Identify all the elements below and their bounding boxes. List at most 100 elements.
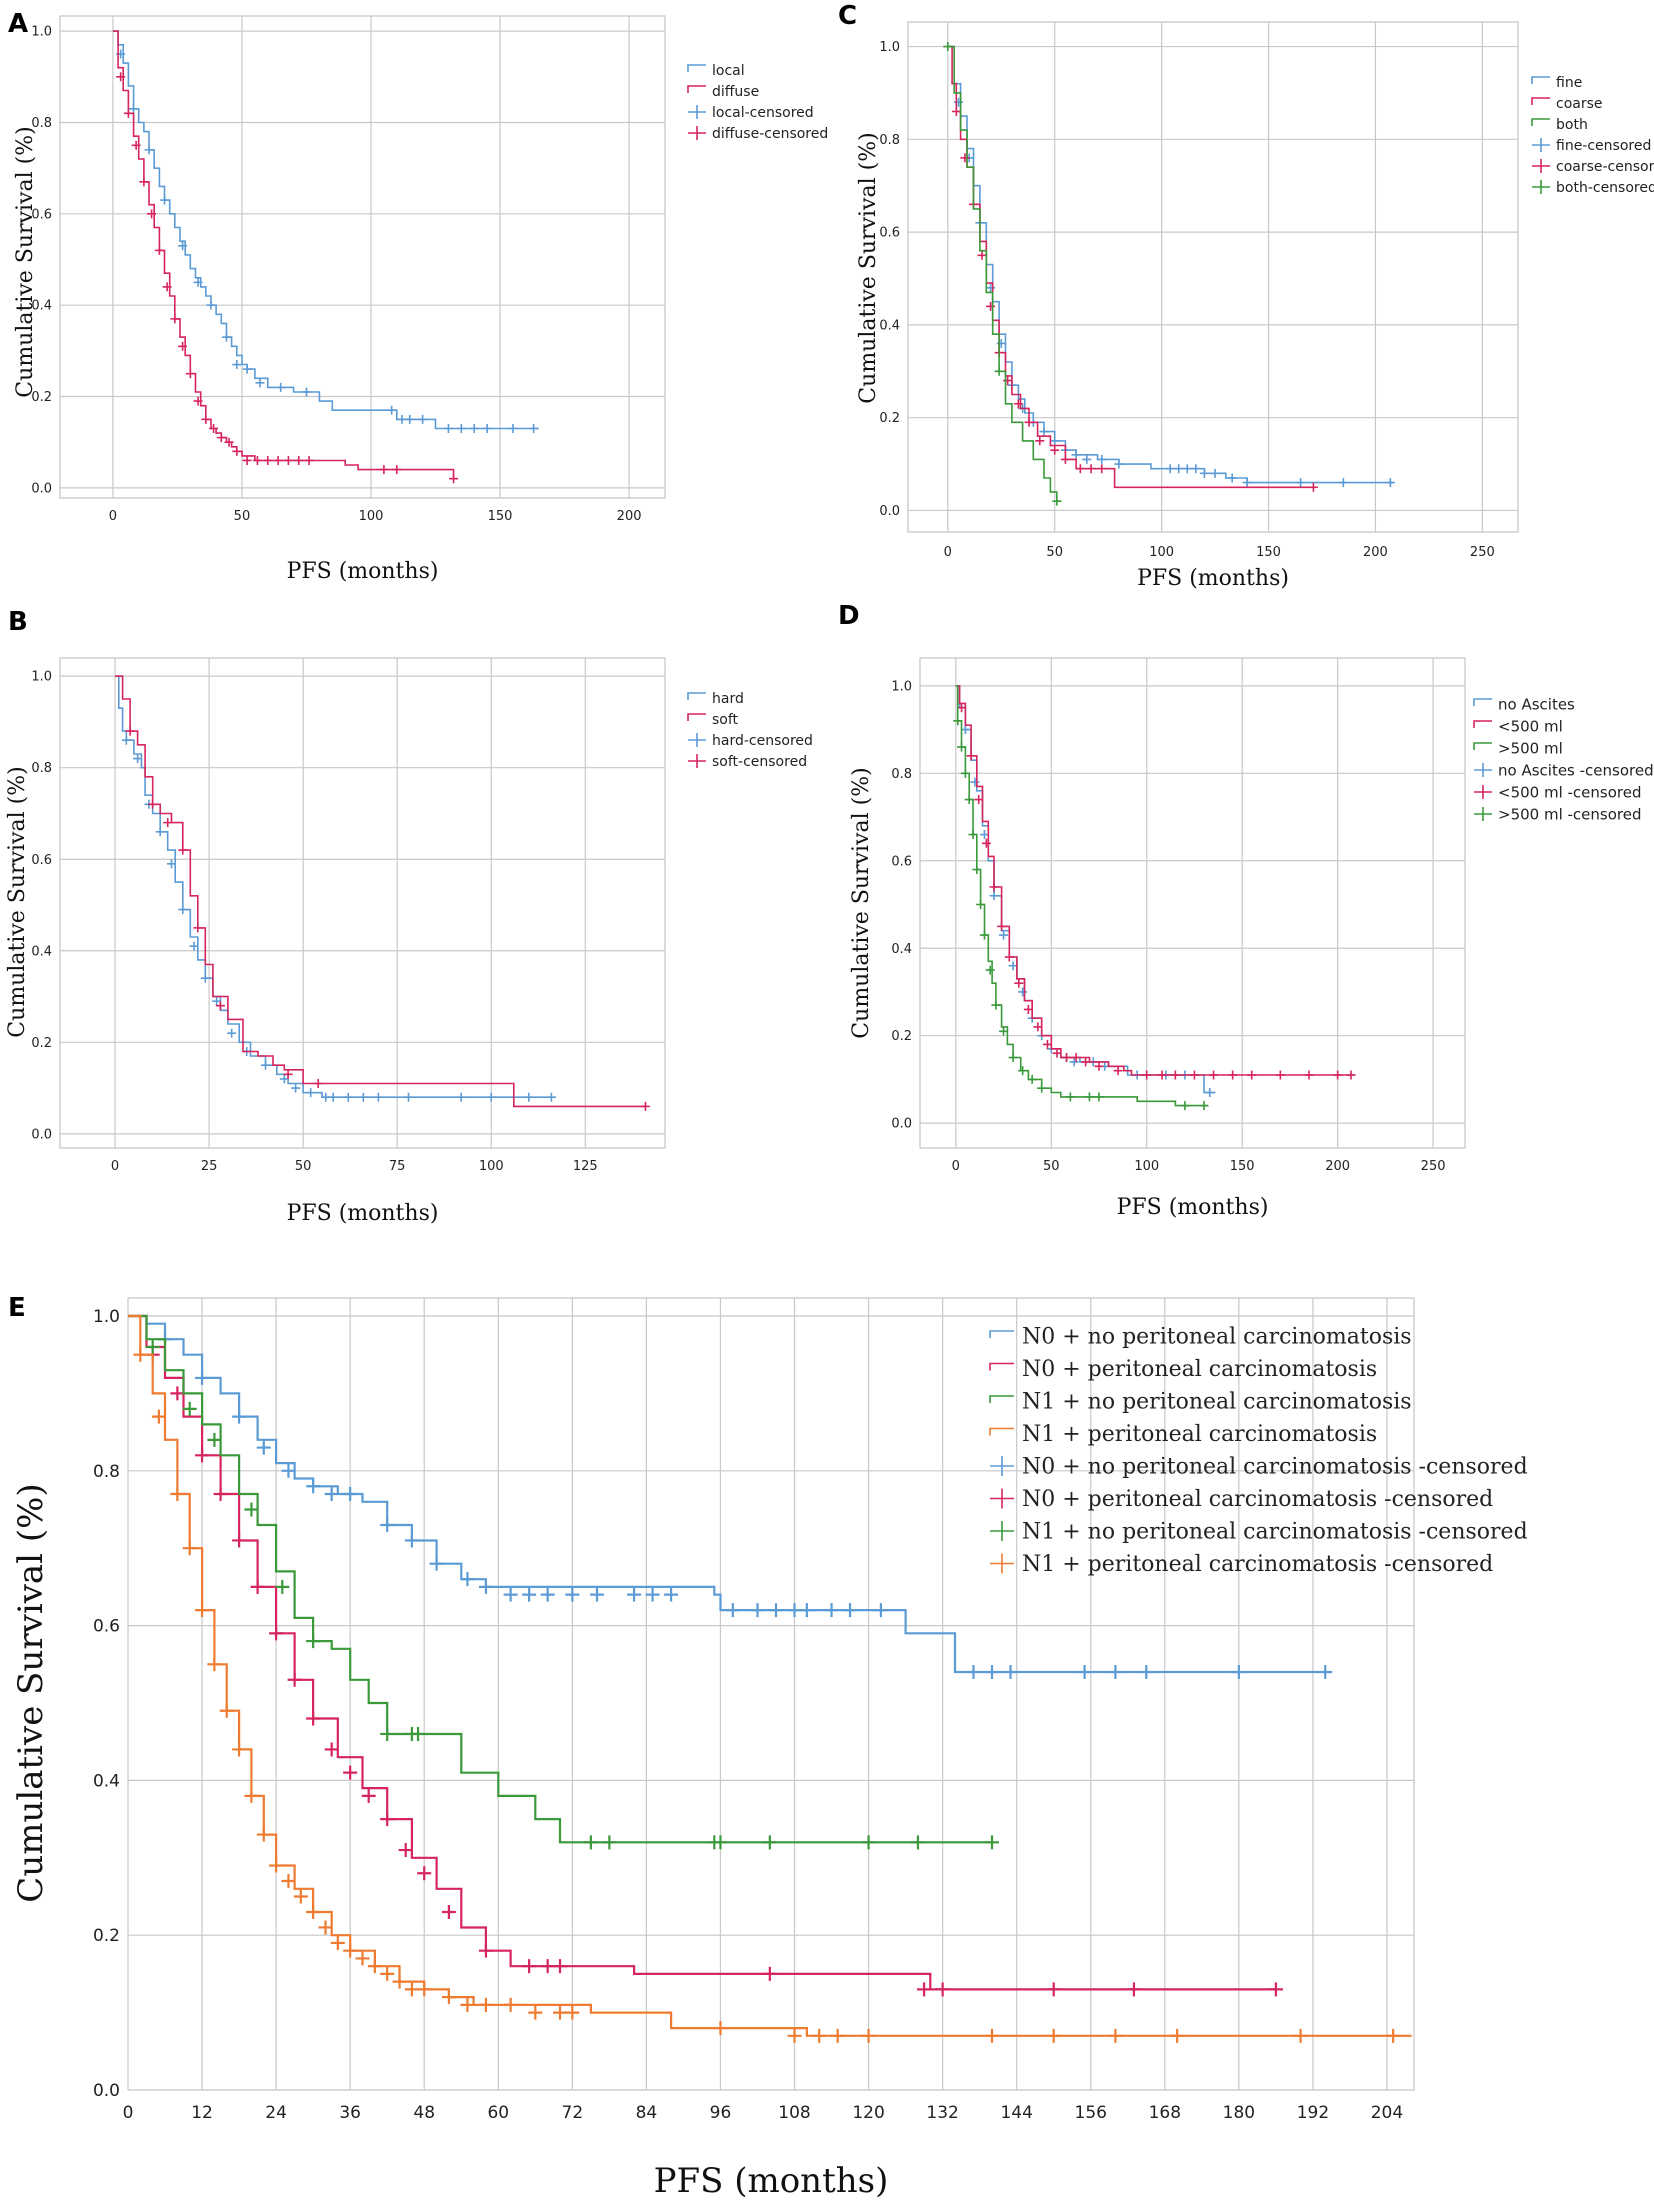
censor-mark [306, 1634, 321, 1649]
censor-mark [994, 366, 1004, 376]
censor-mark [977, 250, 987, 260]
censor-mark [252, 455, 262, 465]
censor-mark [529, 423, 539, 433]
censor-mark [201, 414, 211, 424]
legend-censor-symbol [688, 126, 706, 140]
censor-mark [1126, 1982, 1141, 1997]
censor-mark [121, 735, 131, 745]
x-tick-label: 180 [1223, 2103, 1255, 2123]
plot-frame [127, 1297, 1415, 2091]
censor-mark [324, 1742, 339, 1757]
censor-mark [478, 1997, 493, 2012]
legend-censor-symbol [688, 105, 706, 119]
censor-mark [162, 282, 172, 292]
legend-censor-symbol [990, 1488, 1014, 1509]
censor-mark [1139, 1665, 1154, 1680]
censor-mark [182, 1541, 197, 1556]
y-tick-label: 0.6 [891, 854, 912, 869]
censor-mark [769, 1603, 783, 1618]
censor-mark [123, 108, 133, 118]
censor-mark [232, 1533, 247, 1548]
x-tick-label: 72 [562, 2103, 584, 2123]
y-tick-label: 0.6 [31, 207, 52, 222]
panel-label: C [838, 1, 857, 31]
x-tick-label: 120 [852, 2103, 884, 2123]
censor-mark [966, 751, 976, 761]
x-tick-label: 50 [1043, 1159, 1060, 1174]
censor-mark [602, 1835, 617, 1850]
censor-mark [583, 1835, 598, 1850]
y-axis-label: Cumulative Survival (%) [856, 132, 881, 403]
censor-mark [1385, 478, 1395, 488]
censor-mark [392, 465, 402, 475]
censor-mark [1338, 478, 1348, 488]
censor-mark [1333, 1070, 1343, 1080]
legend-item-label: <500 ml -censored [1498, 783, 1642, 801]
censor-mark [824, 1603, 839, 1618]
censor-mark [787, 1603, 802, 1618]
censor-mark [227, 1028, 237, 1038]
censor-mark [1033, 1022, 1043, 1032]
legend-item-label: no Ascites -censored [1498, 761, 1654, 779]
censor-mark [1039, 427, 1049, 437]
censor-mark [1084, 1092, 1094, 1102]
x-tick-label: 24 [265, 2103, 287, 2123]
censor-mark [411, 1726, 426, 1741]
censor-mark [343, 1092, 353, 1102]
censor-mark [1081, 1057, 1091, 1067]
censor-mark [283, 455, 293, 465]
legend-step-symbol [989, 1362, 1014, 1371]
y-axis-label: Cumulative Survival (%) [849, 767, 874, 1038]
x-axis-label: PFS (months) [287, 1201, 439, 1226]
censor-mark [1191, 464, 1201, 474]
legend-censor-symbol [990, 1456, 1014, 1476]
legend-item-label: N1 + peritoneal carcinomatosis [1022, 1422, 1377, 1447]
panel-c: C 0 50 100 150 200 250 0.0 0.2 0.4 0.6 0.8 1.0 PFS (m… [838, 1, 1654, 591]
censor-mark [255, 378, 265, 388]
censor-mark [812, 2028, 827, 2043]
censor-mark [985, 2028, 999, 2043]
censor-mark [456, 423, 466, 433]
x-tick-label: 125 [573, 1159, 598, 1174]
legend-step-symbol [989, 1395, 1014, 1403]
censor-mark [725, 1603, 740, 1618]
censor-mark [762, 1835, 777, 1850]
censor-mark [478, 1943, 493, 1958]
censor-mark [960, 153, 970, 163]
censor-mark [964, 795, 974, 805]
censor-mark [1013, 399, 1023, 409]
censor-mark [178, 845, 188, 855]
censor-mark [974, 795, 984, 805]
censor-mark [553, 2005, 567, 2020]
censor-mark [178, 341, 188, 351]
y-tick-label: 0.4 [879, 318, 900, 333]
censor-mark [293, 1889, 308, 1904]
censor-mark [361, 1788, 376, 1803]
legend-step-symbol [687, 713, 706, 721]
censor-mark [1065, 1092, 1075, 1102]
censor-mark [287, 1672, 302, 1687]
censor-mark [830, 2028, 845, 2043]
censor-mark [189, 941, 199, 951]
x-tick-label: 60 [487, 2103, 509, 2123]
legend-censor-symbol [1532, 138, 1550, 152]
legend-item-label: local [712, 63, 745, 79]
censor-mark [242, 455, 252, 465]
censor-mark [1069, 1057, 1079, 1067]
legend-step-symbol [1531, 118, 1550, 126]
censor-mark [540, 1959, 555, 1974]
censor-mark [1170, 2028, 1185, 2043]
censor-mark [999, 930, 1009, 940]
censor-mark [469, 423, 479, 433]
censor-mark [979, 930, 989, 940]
series-0 [112, 30, 539, 433]
x-tick-label: 96 [710, 2103, 732, 2123]
censor-mark [328, 1092, 338, 1102]
censor-mark [1199, 468, 1209, 478]
y-tick-label: 0.8 [891, 767, 912, 782]
censor-mark [166, 859, 176, 869]
y-tick-label: 0.0 [891, 1117, 912, 1132]
y-tick-label: 1.0 [93, 1307, 120, 1327]
y-tick-label: 0.2 [31, 390, 52, 405]
censor-mark [1018, 1066, 1028, 1076]
